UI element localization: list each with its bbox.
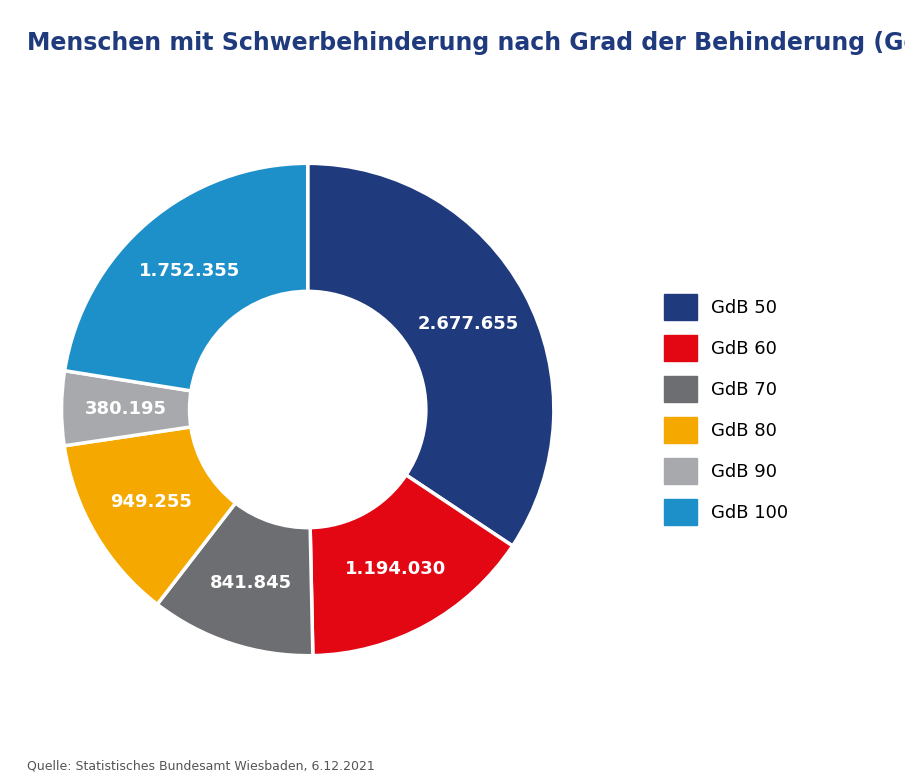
Wedge shape bbox=[62, 370, 191, 446]
Wedge shape bbox=[64, 427, 235, 604]
Legend: GdB 50, GdB 60, GdB 70, GdB 80, GdB 90, GdB 100: GdB 50, GdB 60, GdB 70, GdB 80, GdB 90, … bbox=[655, 285, 797, 534]
Text: 1.194.030: 1.194.030 bbox=[345, 560, 446, 578]
Text: 949.255: 949.255 bbox=[110, 493, 192, 511]
Text: 380.195: 380.195 bbox=[84, 399, 167, 417]
Wedge shape bbox=[64, 163, 308, 391]
Wedge shape bbox=[308, 163, 554, 546]
Text: Quelle: Statistisches Bundesamt Wiesbaden, 6.12.2021: Quelle: Statistisches Bundesamt Wiesbade… bbox=[27, 759, 375, 772]
Text: 1.752.355: 1.752.355 bbox=[138, 262, 240, 280]
Text: 841.845: 841.845 bbox=[210, 573, 291, 591]
Text: 2.677.655: 2.677.655 bbox=[417, 314, 519, 332]
Wedge shape bbox=[157, 503, 313, 656]
Wedge shape bbox=[310, 475, 512, 656]
Text: Menschen mit Schwerbehinderung nach Grad der Behinderung (GdB): Menschen mit Schwerbehinderung nach Grad… bbox=[27, 31, 905, 55]
